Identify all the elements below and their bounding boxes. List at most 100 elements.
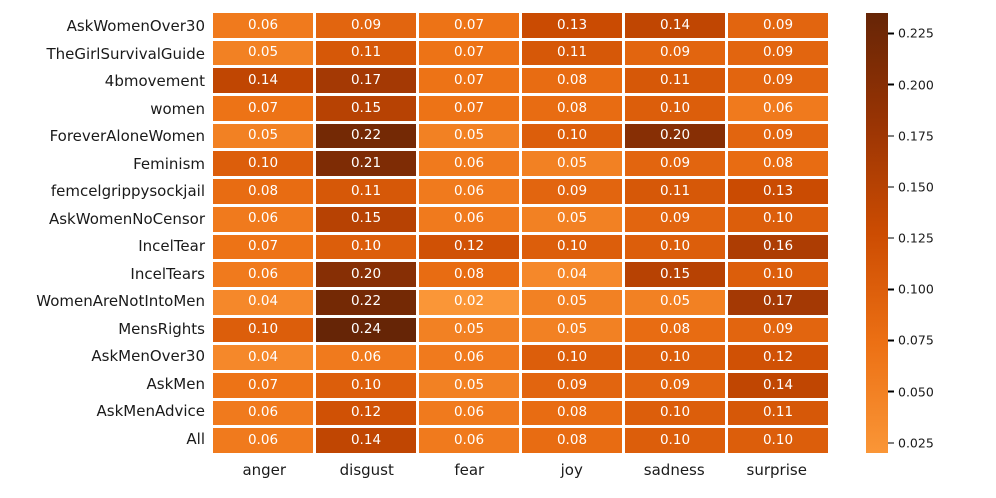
colorbar-tick-label: 0.050 <box>898 384 934 400</box>
colorbar-tick: 0.125 <box>888 231 934 246</box>
row-label: AskMenAdvice <box>96 402 205 421</box>
heatmap-cell: 0.05 <box>419 317 519 343</box>
col-label: disgust <box>339 461 394 479</box>
heatmap-cell: 0.13 <box>522 13 622 38</box>
heatmap-cell: 0.24 <box>316 317 416 343</box>
colorbar-tick: 0.150 <box>888 179 934 194</box>
heatmap-cell: 0.10 <box>316 234 416 260</box>
heatmap-cell: 0.17 <box>728 289 828 315</box>
heatmap-cell: 0.04 <box>522 262 622 287</box>
heatmap-cell: 0.20 <box>625 123 725 149</box>
heatmap-cell: 0.22 <box>316 123 416 149</box>
heatmap-cell: 0.14 <box>625 13 725 38</box>
heatmap-cell: 0.05 <box>625 289 725 315</box>
row-label: All <box>186 429 205 448</box>
heatmap-cell: 0.10 <box>625 428 725 453</box>
heatmap-cell: 0.09 <box>316 13 416 38</box>
heatmap-cell: 0.11 <box>625 68 725 94</box>
heatmap-cell: 0.06 <box>419 400 519 426</box>
heatmap-cell: 0.08 <box>419 262 519 287</box>
colorbar-tick-label: 0.225 <box>898 25 934 41</box>
heatmap-cell: 0.08 <box>522 400 622 426</box>
row-label: 4bmovement <box>104 72 205 91</box>
heatmap-cell: 0.07 <box>419 13 519 38</box>
heatmap-cell: 0.09 <box>728 40 828 66</box>
row-label: AskMen <box>146 374 205 393</box>
heatmap-cell: 0.08 <box>213 179 313 204</box>
heatmap-cell: 0.06 <box>419 179 519 204</box>
heatmap-cell: 0.22 <box>316 289 416 315</box>
heatmap-cell: 0.10 <box>625 400 725 426</box>
heatmap-cell: 0.08 <box>522 96 622 121</box>
colorbar-tick-mark <box>888 390 894 393</box>
colorbar-gradient <box>866 13 888 453</box>
heatmap-cell: 0.05 <box>522 289 622 315</box>
row-label: IncelTear <box>138 237 205 256</box>
heatmap-cell: 0.09 <box>625 40 725 66</box>
heatmap-cell: 0.05 <box>522 317 622 343</box>
colorbar-tick-mark <box>888 83 894 86</box>
col-label: anger <box>242 461 287 479</box>
heatmap-cell: 0.17 <box>316 68 416 94</box>
row-label: AskMenOver30 <box>91 347 205 366</box>
heatmap-cell: 0.08 <box>625 317 725 343</box>
heatmap-cell: 0.05 <box>522 151 622 177</box>
colorbar-tick: 0.100 <box>888 282 934 297</box>
heatmap-cell: 0.06 <box>419 345 519 370</box>
heatmap-cell: 0.05 <box>213 123 313 149</box>
heatmap-cell: 0.09 <box>728 68 828 94</box>
heatmap-cell: 0.10 <box>316 372 416 398</box>
heatmap-cell: 0.08 <box>522 68 622 94</box>
heatmap-cell: 0.11 <box>316 40 416 66</box>
colorbar-tick: 0.075 <box>888 333 934 348</box>
heatmap-cell: 0.06 <box>728 96 828 121</box>
colorbar-tick-label: 0.175 <box>898 128 934 144</box>
colorbar: 0.225 0.200 0.175 0.150 0.125 0.100 0.075 0.050… <box>866 13 934 453</box>
colorbar-tick-label: 0.075 <box>898 332 934 348</box>
colorbar-tick-label: 0.150 <box>898 179 934 195</box>
heatmap-cell: 0.10 <box>728 428 828 453</box>
heatmap-cell: 0.09 <box>625 206 725 232</box>
row-label: TheGirlSurvivalGuide <box>46 44 205 63</box>
heatmap-cell: 0.12 <box>316 400 416 426</box>
heatmap-cell: 0.10 <box>522 123 622 149</box>
heatmap-cell: 0.06 <box>213 400 313 426</box>
colorbar-tick-mark <box>888 186 894 188</box>
row-label: AskWomenNoCensor <box>48 209 205 228</box>
col-label: fear <box>454 461 485 479</box>
colorbar-tick: 0.200 <box>888 77 934 92</box>
heatmap-cell: 0.06 <box>419 151 519 177</box>
heatmap-cell: 0.10 <box>625 234 725 260</box>
heatmap-cell: 0.15 <box>316 206 416 232</box>
colorbar-tick: 0.050 <box>888 384 934 399</box>
colorbar-tick-mark <box>888 288 894 291</box>
colorbar-tick-mark <box>888 339 894 342</box>
heatmap-cell: 0.07 <box>419 68 519 94</box>
heatmap-cell: 0.05 <box>213 40 313 66</box>
colorbar-tick-mark <box>888 442 894 444</box>
row-label: women <box>150 99 205 118</box>
heatmap-cell: 0.08 <box>522 428 622 453</box>
heatmap-cell: 0.16 <box>728 234 828 260</box>
heatmap-cell: 0.10 <box>213 317 313 343</box>
heatmap-cell: 0.10 <box>625 96 725 121</box>
heatmap-cell: 0.06 <box>213 13 313 38</box>
row-label: femcelgrippysockjail <box>50 182 205 201</box>
colorbar-tick-mark <box>888 135 894 137</box>
heatmap-cell: 0.07 <box>213 372 313 398</box>
heatmap-cell: 0.10 <box>625 345 725 370</box>
heatmap-cell: 0.09 <box>728 13 828 38</box>
x-axis-labels: anger disgust fear joy sadness surprise <box>213 457 828 483</box>
heatmap-cell: 0.07 <box>213 234 313 260</box>
colorbar-tick-label: 0.125 <box>898 230 934 246</box>
colorbar-tick: 0.025 <box>888 435 934 450</box>
heatmap-cell: 0.15 <box>625 262 725 287</box>
heatmap-cell: 0.14 <box>213 68 313 94</box>
heatmap-cell: 0.11 <box>522 40 622 66</box>
heatmap-cell: 0.10 <box>728 206 828 232</box>
row-label: IncelTears <box>130 264 205 283</box>
col-label: joy <box>560 461 583 479</box>
col-label: surprise <box>746 461 807 479</box>
heatmap-cell: 0.02 <box>419 289 519 315</box>
heatmap-cell: 0.08 <box>728 151 828 177</box>
